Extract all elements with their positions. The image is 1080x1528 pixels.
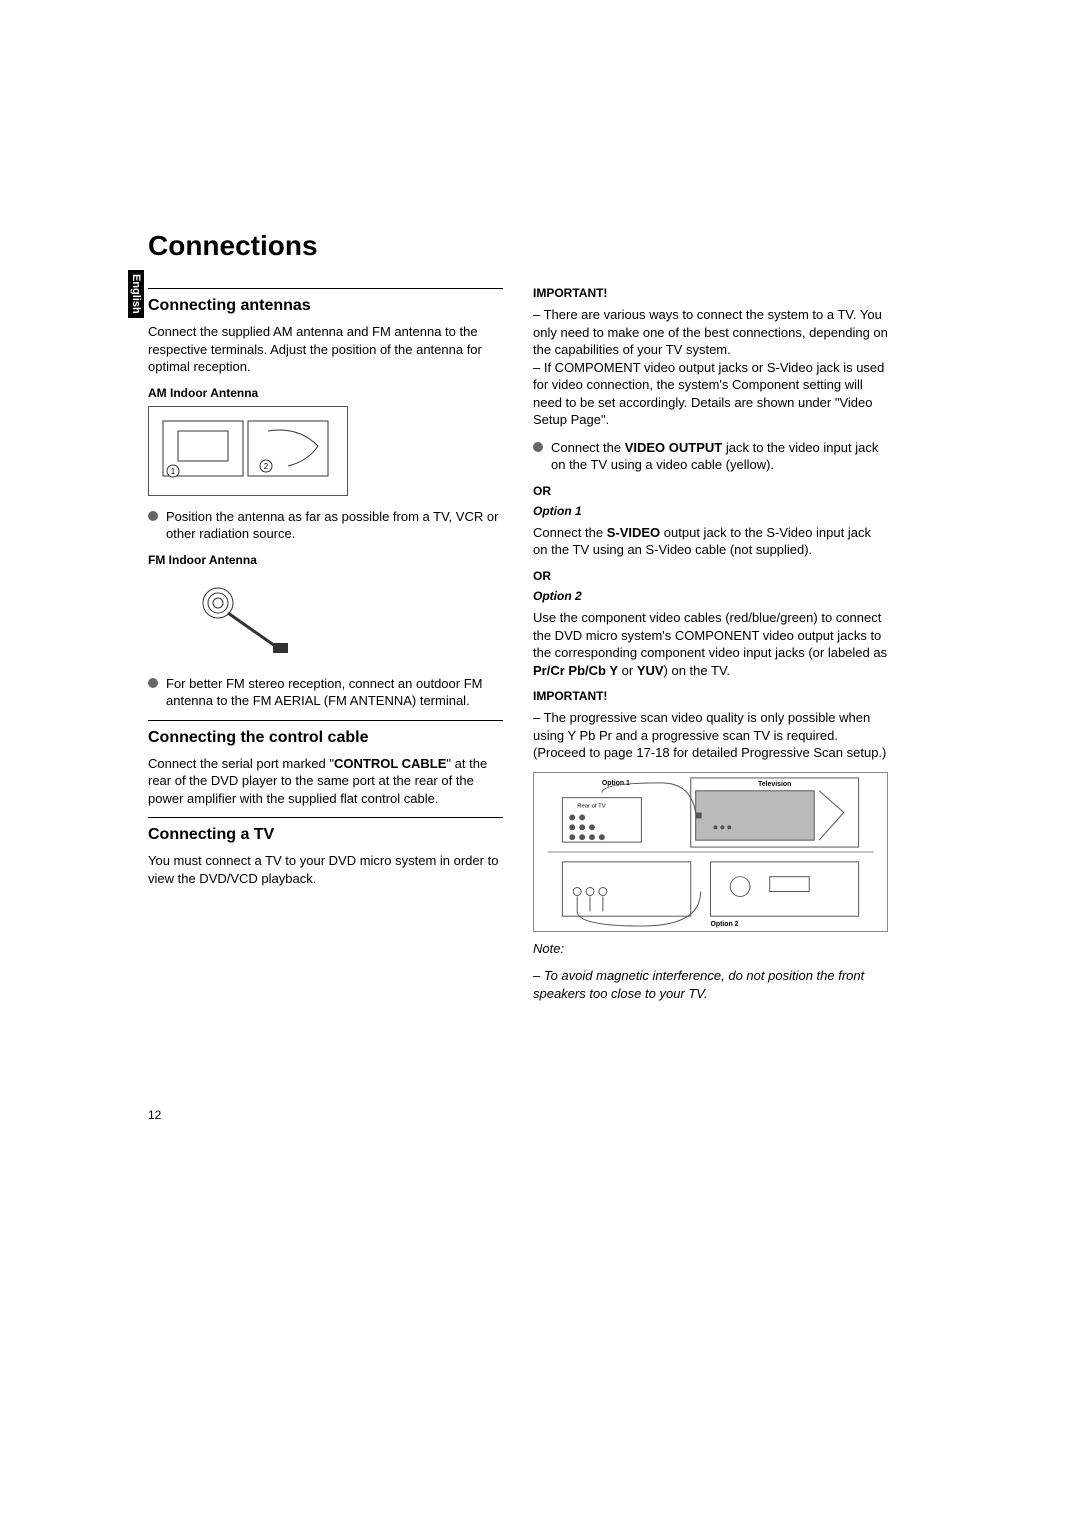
svg-text:2: 2 <box>264 462 269 471</box>
note-body: – To avoid magnetic interference, do not… <box>533 967 888 1002</box>
text: ) on the TV. <box>664 663 731 678</box>
language-tab: English <box>128 270 144 318</box>
important-1-label: IMPORTANT! <box>533 286 888 300</box>
text-bold: S-VIDEO <box>607 525 660 540</box>
am-antenna-diagram: 1 2 <box>148 406 348 496</box>
text: or <box>618 663 637 678</box>
bullet-icon <box>533 442 543 452</box>
or-2: OR <box>533 569 888 583</box>
page-number: 12 <box>148 1108 161 1122</box>
section-antennas-heading: Connecting antennas <box>148 297 503 315</box>
bullet-icon <box>148 511 158 521</box>
am-antenna-heading: AM Indoor Antenna <box>148 386 503 400</box>
section-control-cable-body: Connect the serial port marked "CONTROL … <box>148 755 503 808</box>
section-antennas-body: Connect the supplied AM antenna and FM a… <box>148 323 503 376</box>
section-tv-body: You must connect a TV to your DVD micro … <box>148 852 503 887</box>
page-content: Connections Connecting antennas Connect … <box>148 230 888 1012</box>
important-1-body: – There are various ways to connect the … <box>533 306 888 429</box>
text: Use the component video cables (red/blue… <box>533 610 887 660</box>
page-title: Connections <box>148 230 888 262</box>
text: Connect the serial port marked " <box>148 756 334 771</box>
fm-antenna-diagram <box>148 573 348 663</box>
important-2-label: IMPORTANT! <box>533 689 888 703</box>
svg-text:Television: Television <box>758 781 791 788</box>
text: Connect the <box>533 525 607 540</box>
section-control-cable-heading: Connecting the control cable <box>148 729 503 747</box>
fm-bullet: For better FM stereo reception, connect … <box>148 675 503 710</box>
text-bold: Pr/Cr Pb/Cb Y <box>533 663 618 678</box>
text-bold: CONTROL CABLE <box>334 756 446 771</box>
diagram-opt2-label: Option 2 <box>711 921 739 928</box>
important-2-body: – The progressive scan video quality is … <box>533 709 888 762</box>
am-bullet: Position the antenna as far as possible … <box>148 508 503 543</box>
video-output-bullet: Connect the VIDEO OUTPUT jack to the vid… <box>533 439 888 474</box>
right-column: IMPORTANT! – There are various ways to c… <box>533 280 888 1012</box>
or-1: OR <box>533 484 888 498</box>
left-column: Connecting antennas Connect the supplied… <box>148 280 503 1012</box>
svg-text:1: 1 <box>171 467 176 476</box>
section-tv-heading: Connecting a TV <box>148 826 503 844</box>
svg-text:Rear of TV: Rear of TV <box>577 803 606 809</box>
option-1-body: Connect the S-VIDEO output jack to the S… <box>533 524 888 559</box>
bullet-icon <box>148 678 158 688</box>
fm-bullet-text: For better FM stereo reception, connect … <box>166 675 503 710</box>
option-1-label: Option 1 <box>533 504 888 518</box>
option-2-label: Option 2 <box>533 589 888 603</box>
note-label: Note: <box>533 940 888 958</box>
text: Connect the <box>551 440 625 455</box>
text-bold: YUV <box>637 663 664 678</box>
fm-antenna-heading: FM Indoor Antenna <box>148 553 503 567</box>
video-output-text: Connect the VIDEO OUTPUT jack to the vid… <box>551 439 888 474</box>
option-2-body: Use the component video cables (red/blue… <box>533 609 888 679</box>
am-bullet-text: Position the antenna as far as possible … <box>166 508 503 543</box>
text-bold: VIDEO OUTPUT <box>625 440 723 455</box>
tv-connection-diagram: Option 1 Television Rear of TV <box>533 772 888 932</box>
